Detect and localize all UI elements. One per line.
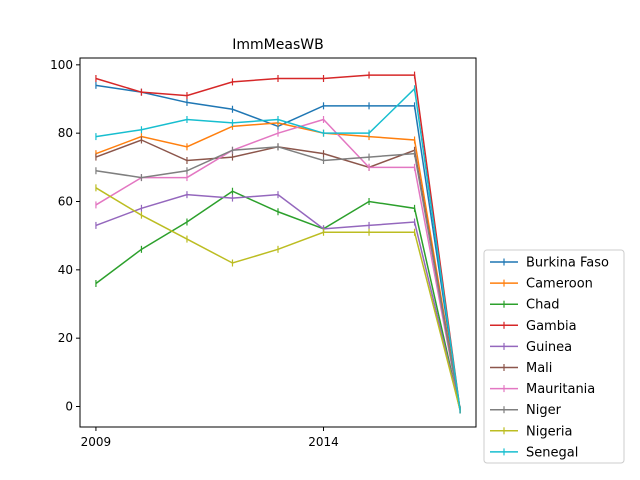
legend-item: Gambia <box>490 319 577 334</box>
y-tick-label: 0 <box>65 400 73 414</box>
y-tick-label: 80 <box>58 126 73 140</box>
legend-item: Niger <box>490 403 562 418</box>
y-tick-label: 100 <box>50 58 73 72</box>
legend-label: Cameroon <box>526 277 593 292</box>
x-tick-label: 2014 <box>308 435 339 449</box>
legend-item: Senegal <box>490 445 578 460</box>
legend-box <box>483 249 625 464</box>
y-tick-label: 60 <box>58 195 73 209</box>
legend-item: Cameroon <box>490 277 593 292</box>
legend-label: Nigeria <box>526 424 573 439</box>
legend-label: Burkina Faso <box>526 256 609 271</box>
legend-label: Mauritania <box>526 382 595 397</box>
legend-item: Mauritania <box>490 382 595 397</box>
series-gambia <box>95 71 461 414</box>
legend-label: Guinea <box>526 340 572 355</box>
x-tick-label: 2009 <box>81 435 112 449</box>
legend-label: Senegal <box>526 445 578 460</box>
series-senegal <box>95 85 461 414</box>
legend: Burkina Faso Cameroon Chad Gambia Guinea Mali… <box>483 249 625 464</box>
legend-label: Mali <box>526 361 552 376</box>
y-tick-label: 20 <box>58 331 73 345</box>
series-layer <box>95 71 461 414</box>
chart-title: ImmMeasWB <box>232 37 323 53</box>
legend-item: Guinea <box>490 340 572 355</box>
legend-label: Niger <box>526 403 562 418</box>
legend-item: Burkina Faso <box>490 256 609 271</box>
axes-layer <box>79 57 477 428</box>
legend-item: Chad <box>490 298 560 313</box>
y-axis: 0 20 40 60 80 100 <box>50 58 80 414</box>
plot-frame <box>79 57 477 428</box>
legend-item: Nigeria <box>490 424 573 439</box>
legend-label: Gambia <box>526 319 577 334</box>
legend-item: Mali <box>490 361 552 376</box>
y-tick-label: 40 <box>58 263 73 277</box>
legend-label: Chad <box>526 298 560 313</box>
x-axis: 2009 2014 <box>81 427 339 449</box>
